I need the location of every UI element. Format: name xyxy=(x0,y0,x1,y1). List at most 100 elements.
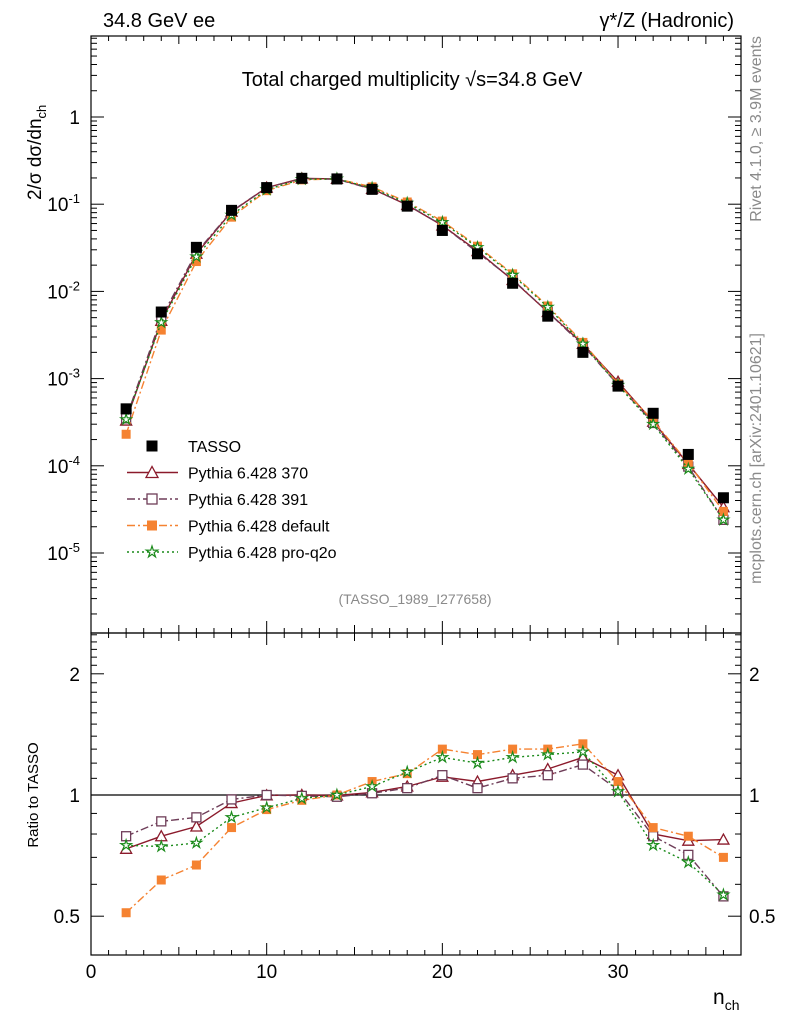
main-series-line xyxy=(125,178,724,521)
y-tick-label: 10-4 xyxy=(47,453,80,478)
data-point xyxy=(155,306,167,318)
data-point xyxy=(542,310,554,322)
data-point xyxy=(578,739,588,749)
data-point xyxy=(191,860,201,870)
data-point xyxy=(647,407,659,419)
data-point xyxy=(366,183,378,195)
ratio-y-tick-label: 1 xyxy=(69,786,80,807)
data-point xyxy=(294,790,309,805)
data-point xyxy=(645,416,661,431)
data-point xyxy=(716,887,731,901)
data-point xyxy=(189,819,204,832)
main-series-0 xyxy=(119,171,731,513)
data-point xyxy=(227,823,237,833)
data-point xyxy=(716,832,731,845)
legend-item: Pythia 6.428 pro-q2o xyxy=(127,543,337,562)
ratio-y-tick-label: 0.5 xyxy=(54,907,80,928)
data-point xyxy=(681,854,696,869)
data-point xyxy=(681,461,696,476)
data-point xyxy=(121,429,131,439)
data-point xyxy=(437,770,448,781)
data-point xyxy=(436,224,448,236)
rivet-version-label: Rivet 4.1.0, ≥ 3.9M events xyxy=(748,36,765,222)
data-point xyxy=(154,839,169,853)
data-point xyxy=(156,875,166,885)
data-point xyxy=(261,789,272,801)
ratio-series-3 xyxy=(118,744,731,901)
data-point xyxy=(577,346,589,358)
legend-item: TASSO xyxy=(146,439,241,456)
data-point xyxy=(612,380,624,392)
data-point xyxy=(716,512,731,526)
main-series-group xyxy=(118,171,731,526)
main-series-4 xyxy=(120,172,729,504)
data-point xyxy=(435,214,450,229)
data-point xyxy=(507,773,518,784)
data-point xyxy=(400,764,415,779)
data-point xyxy=(508,744,518,754)
data-point xyxy=(472,782,483,794)
data-point xyxy=(120,403,132,415)
analysis-tag: (TASSO_1989_I277658) xyxy=(338,591,491,607)
data-point xyxy=(540,299,555,314)
ratio-plot-frame xyxy=(90,632,742,956)
legend-label: Pythia 6.428 default xyxy=(188,519,330,536)
ratio-series-line xyxy=(125,756,724,850)
data-point xyxy=(683,831,693,841)
data-point xyxy=(144,465,160,479)
data-point xyxy=(575,336,591,350)
svg-text:2/σ dσ/dnch: 2/σ dσ/dnch xyxy=(25,105,49,200)
y-tick-label: 1 xyxy=(69,108,80,129)
legend-label: Pythia 6.428 370 xyxy=(188,466,308,483)
legend-label: Pythia 6.428 391 xyxy=(188,492,308,509)
data-point xyxy=(189,835,204,850)
data-point xyxy=(648,823,658,833)
process-label: γ*/Z (Hadronic) xyxy=(600,10,734,32)
x-axis-label: nch xyxy=(713,986,739,1013)
y-tick-label: 10-3 xyxy=(47,366,80,391)
data-point xyxy=(542,770,553,781)
plot-title: Total charged multiplicity √s=34.8 GeV xyxy=(242,69,583,91)
data-point xyxy=(224,809,239,824)
data-point xyxy=(577,759,589,770)
data-point xyxy=(296,172,308,184)
main-y-axis-label: 2/σ dσ/dnch xyxy=(25,105,49,200)
legend-item: Pythia 6.428 391 xyxy=(127,492,308,509)
data-point xyxy=(364,779,380,793)
data-point xyxy=(331,173,343,185)
data-point xyxy=(401,200,413,212)
ratio-y-tick-label-right: 2 xyxy=(749,665,760,686)
data-point xyxy=(505,267,520,282)
data-point xyxy=(156,816,167,827)
data-point xyxy=(154,314,169,329)
data-point xyxy=(507,277,519,289)
main-series-line xyxy=(125,177,724,508)
x-tick-label: 20 xyxy=(432,962,453,983)
data-point xyxy=(718,506,728,516)
data-point xyxy=(329,787,345,802)
svg-text:nch: nch xyxy=(713,986,739,1013)
ratio-series-group xyxy=(118,739,731,918)
data-point xyxy=(505,749,520,764)
x-tick-label: 10 xyxy=(256,962,277,983)
main-series-line xyxy=(125,178,724,512)
ratio-y-tick-label-right: 1 xyxy=(749,786,760,807)
ratio-y-tick-label-right: 0.5 xyxy=(749,907,775,928)
data-point xyxy=(190,241,202,253)
ratio-series-2 xyxy=(121,739,728,918)
data-point xyxy=(613,777,623,787)
y-tick-label: 10-2 xyxy=(47,278,80,303)
legend-label: Pythia 6.428 pro-q2o xyxy=(188,545,337,562)
legend-item: Pythia 6.428 370 xyxy=(127,465,308,483)
data-point xyxy=(191,257,201,267)
data-point xyxy=(118,412,134,426)
data-point xyxy=(259,800,274,814)
data-point xyxy=(146,493,158,505)
data-point xyxy=(146,440,158,452)
ratio-series-0 xyxy=(119,750,731,854)
legend-item: Pythia 6.428 default xyxy=(127,519,330,536)
data-point xyxy=(471,248,483,260)
legend-label: TASSO xyxy=(188,439,241,456)
y-tick-label: 10-5 xyxy=(47,540,80,565)
